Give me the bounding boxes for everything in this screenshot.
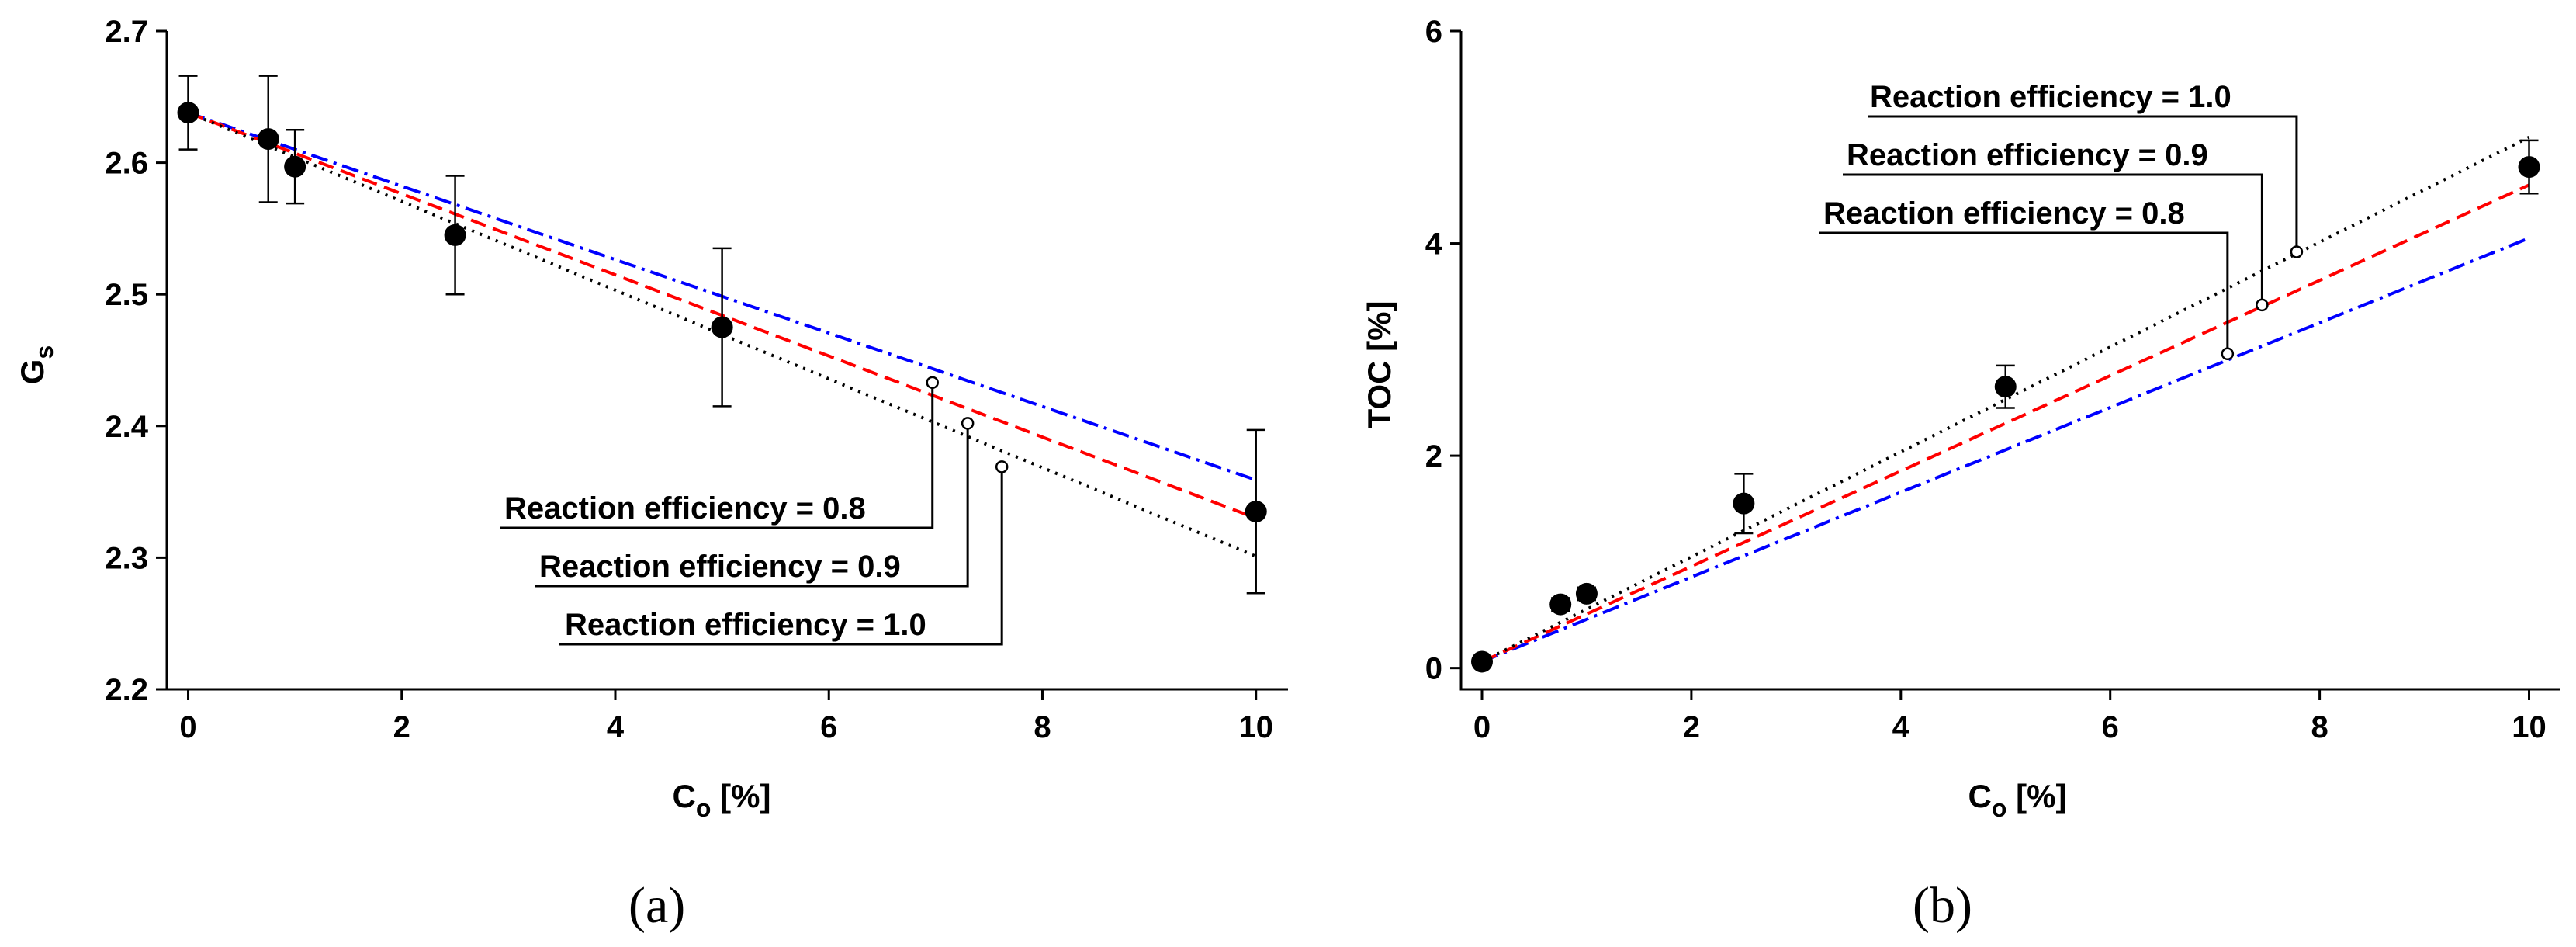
- x-tick-label-a-2: 4: [607, 710, 625, 744]
- y-tick-label-a-5: 2.7: [105, 15, 148, 49]
- annotation-label-a-0: Reaction efficiency = 0.8: [504, 491, 866, 526]
- x-axis-label-b: Co [%]: [1968, 778, 2067, 822]
- x-tick-label-b-2: 4: [1892, 710, 1910, 744]
- chart-panel-a: 0 2 4 6 8 10 2.2 2.3 2.4 2.5 2.6 2.7 Reaction effic…: [14, 15, 1288, 934]
- y-tick-label-a-0: 2.2: [105, 673, 148, 707]
- x-tick-label-a-5: 10: [1238, 710, 1273, 744]
- data-point-a-3: [444, 224, 466, 246]
- chart-panel-b: 0 2 4 6 8 10 0 2 4 6 Reaction efficiency = 1.0 Rea…: [1361, 15, 2560, 934]
- data-point-a-2: [284, 155, 306, 178]
- x-axis-label-b-unit: [%]: [2006, 778, 2066, 814]
- x-axis-label-b-main: C: [1968, 778, 1992, 814]
- y-axis-label-a-main: G: [14, 359, 50, 385]
- data-point-b-1: [1549, 593, 1572, 616]
- series-line-b-1: [1481, 183, 2530, 664]
- annotation-marker-b-1: [2256, 298, 2269, 312]
- axes-frame-a: [165, 31, 1288, 691]
- data-point-b-5: [2518, 156, 2540, 179]
- annotation-label-a-2: Reaction efficiency = 1.0: [565, 608, 926, 642]
- annotation-marker-b-2: [2221, 347, 2235, 361]
- x-tick-label-b-3: 6: [2102, 710, 2119, 744]
- annotation-leader-a-2: [559, 467, 1003, 646]
- series-line-b-0: [1481, 236, 2530, 664]
- x-tick-label-a-1: 2: [393, 710, 410, 744]
- x-tick-label-b-0: 0: [1473, 710, 1491, 744]
- y-tick-label-a-2: 2.4: [105, 410, 148, 444]
- y-tick-label-a-1: 2.3: [105, 541, 148, 575]
- data-point-a-0: [177, 102, 199, 124]
- x-axis-label-a-unit: [%]: [711, 778, 770, 814]
- x-tick-label-a-4: 8: [1034, 710, 1051, 744]
- y-axis-label-b: TOC [%]: [1361, 301, 1397, 429]
- y-tick-label-a-4: 2.6: [105, 147, 148, 181]
- panel-label-b: (b): [1913, 877, 1972, 934]
- annotation-leader-b-0: [1868, 115, 2298, 252]
- annotation-label-b-2: Reaction efficiency = 0.8: [1823, 196, 2185, 231]
- annotation-marker-a-2: [995, 460, 1009, 474]
- data-point-b-0: [1470, 650, 1493, 673]
- data-point-b-2: [1575, 582, 1598, 605]
- y-tick-label-b-2: 4: [1425, 227, 1443, 262]
- y-axis-label-a-sub: s: [30, 345, 58, 359]
- annotation-leader-a-0: [500, 382, 934, 529]
- y-axis-label-a: Gs: [14, 345, 58, 384]
- data-point-b-4: [1994, 376, 2017, 398]
- x-tick-label-b-5: 10: [2512, 710, 2547, 744]
- data-point-a-4: [711, 316, 733, 338]
- annotation-leader-a-1: [535, 423, 969, 588]
- annotation-marker-a-1: [961, 417, 975, 430]
- annotation-marker-b-0: [2290, 245, 2304, 258]
- x-tick-label-a-3: 6: [820, 710, 837, 744]
- x-axis-label-b-sub: o: [1992, 794, 2007, 822]
- annotation-label-b-1: Reaction efficiency = 0.9: [1847, 138, 2208, 172]
- y-tick-label-b-0: 0: [1425, 652, 1442, 686]
- x-tick-label-a-0: 0: [179, 710, 196, 744]
- x-axis-label-a-sub: o: [696, 794, 712, 822]
- panel-label-a: (a): [628, 877, 685, 934]
- x-axis-label-a: Co [%]: [673, 778, 771, 822]
- data-point-a-1: [257, 128, 279, 151]
- annotation-marker-a-0: [926, 376, 939, 390]
- axes-frame-b: [1459, 31, 2560, 691]
- annotation-label-b-0: Reaction efficiency = 1.0: [1870, 80, 2231, 114]
- y-tick-label-b-3: 6: [1425, 15, 1442, 49]
- annotation-leader-b-1: [1843, 173, 2263, 305]
- x-tick-label-b-1: 2: [1683, 710, 1700, 744]
- x-tick-label-b-4: 8: [2311, 710, 2328, 744]
- data-point-a-5: [1245, 501, 1267, 523]
- y-tick-label-a-3: 2.5: [105, 278, 148, 312]
- y-tick-label-b-1: 2: [1425, 439, 1442, 474]
- data-point-b-3: [1733, 492, 1755, 515]
- annotation-label-a-1: Reaction efficiency = 0.9: [539, 550, 901, 584]
- x-axis-label-a-main: C: [673, 778, 696, 814]
- annotation-leader-b-2: [1819, 231, 2229, 354]
